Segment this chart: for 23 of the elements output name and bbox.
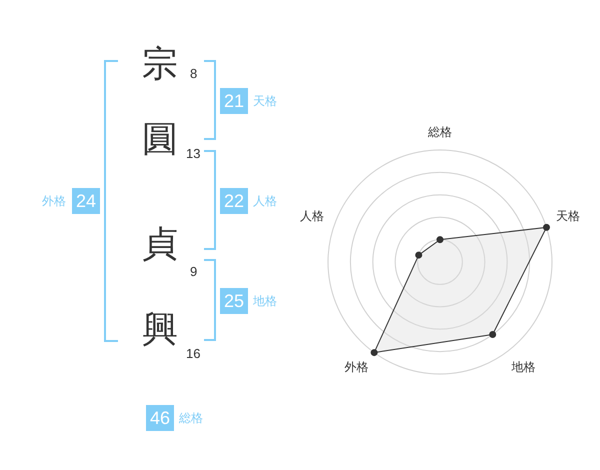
data-label: 16 (186, 346, 200, 361)
data-label: 8 (190, 66, 198, 81)
category-label: 宗 (141, 44, 179, 85)
data-label: 46 (146, 405, 174, 431)
category-label: 貞 (141, 224, 179, 265)
category-label: 天格 (253, 93, 277, 110)
spoke-label: 人格 (300, 209, 324, 224)
category-label: 興 (141, 309, 179, 350)
data-label: 24 (72, 188, 100, 214)
category-label: 人格 (253, 193, 277, 210)
spoke-label: 地格 (510, 360, 536, 374)
category-label: 圓 (141, 119, 179, 160)
spoke-label: 外格 (344, 360, 368, 374)
data-label: 13 (186, 146, 200, 161)
data-label: 22 (220, 188, 248, 214)
data-label: 21 (220, 88, 248, 114)
spoke-label: 総格 (427, 124, 452, 139)
category-label: 地格 (253, 293, 277, 310)
data-label: 9 (190, 264, 198, 279)
spoke-label: 天格 (556, 209, 580, 224)
data-label: 25 (220, 288, 248, 314)
category-label: 総格 (179, 410, 203, 427)
category-label: 外格 (41, 193, 66, 210)
